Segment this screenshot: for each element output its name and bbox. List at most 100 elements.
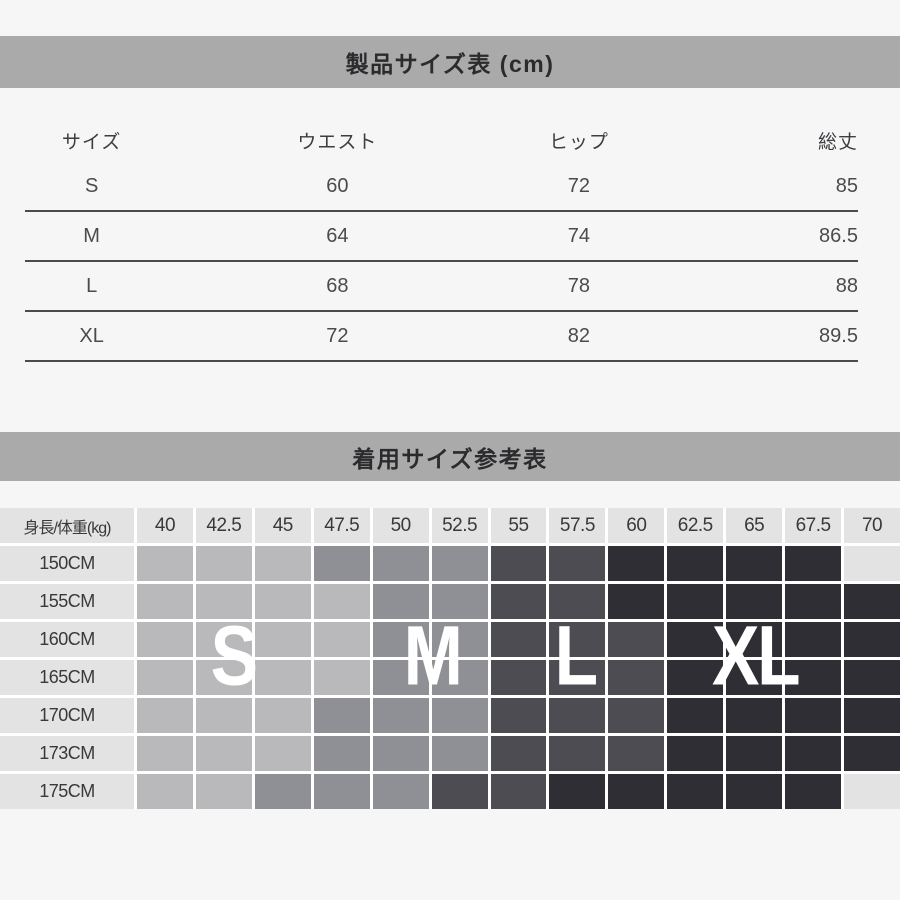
heatmap-cell-size-l xyxy=(549,698,606,733)
heatmap-cell-size-xl xyxy=(785,584,842,619)
heatmap-cell-size-xl xyxy=(844,698,900,733)
heatmap-cell-size-s xyxy=(137,622,193,657)
heatmap-cell-size-s xyxy=(254,622,311,657)
product-size-table: サイズ ウエスト ヒップ 総丈 S 60 72 85 M 64 74 86.5 L 68 78 88 XL 72 8… xyxy=(25,118,858,362)
heatmap-cell-size-l xyxy=(490,622,547,657)
heatmap-cell-size-xl xyxy=(785,774,842,809)
heatmap-cell-size-s xyxy=(195,736,252,771)
size-table-header-cell: ヒップ xyxy=(548,131,609,153)
heatmap-cell-size-s xyxy=(137,546,193,581)
heatmap-weight-header: 40 xyxy=(137,508,193,543)
size-table-header-cell: ウエスト xyxy=(297,131,378,153)
heatmap-cell-size-xl xyxy=(667,546,724,581)
heatmap-cell-size-xl xyxy=(726,546,783,581)
heatmap-weight-header: 70 xyxy=(844,508,900,543)
heatmap-cell-size-m xyxy=(313,774,370,809)
fit-reference-heatmap: 身長/体重(kg) 40 42.5 45 47.5 50 52.5 55 57.5 60 62.5 6… xyxy=(0,508,900,809)
heatmap-cell-size-l xyxy=(549,584,606,619)
heatmap-cell-size-xl xyxy=(726,774,783,809)
size-table-cell: 85 xyxy=(835,174,858,197)
heatmap-cell-size-l xyxy=(549,736,606,771)
heatmap-cell-size-xl xyxy=(844,660,900,695)
size-table-cell: 86.5 xyxy=(819,224,858,247)
heatmap-cell-size-s xyxy=(254,698,311,733)
heatmap-weight-header: 45 xyxy=(254,508,311,543)
heatmap-height-label: 170CM xyxy=(0,698,134,733)
size-table-cell: L xyxy=(86,274,98,297)
heatmap-cell-size-xl xyxy=(785,546,842,581)
heatmap-cell-size-l xyxy=(490,584,547,619)
heatmap-cell-size-l xyxy=(608,622,665,657)
heatmap-cell-size-s xyxy=(137,736,193,771)
size-table-cell: 78 xyxy=(567,274,591,297)
heatmap-weight-header: 62.5 xyxy=(667,508,724,543)
size-table-row: XL 72 82 89.5 xyxy=(25,312,858,362)
heatmap-cell-size-m xyxy=(313,698,370,733)
heatmap-cell-size-s xyxy=(313,660,370,695)
heatmap-weight-header: 50 xyxy=(372,508,429,543)
heatmap-cell-empty xyxy=(844,774,900,809)
size-table-cell: 74 xyxy=(567,224,591,247)
heatmap-cell-size-l xyxy=(490,698,547,733)
heatmap-cell-size-xl xyxy=(667,660,724,695)
heatmap-cell-size-xl xyxy=(667,736,724,771)
heatmap-cell-size-l xyxy=(549,660,606,695)
heatmap-cell-size-m xyxy=(372,698,429,733)
heatmap-height-label: 150CM xyxy=(0,546,134,581)
product-size-table-title: 製品サイズ表 (cm) xyxy=(345,51,555,77)
size-table-cell: 72 xyxy=(567,174,591,197)
heatmap-cell-size-xl xyxy=(608,774,665,809)
heatmap-height-label: 160CM xyxy=(0,622,134,657)
size-table-cell: 68 xyxy=(326,274,349,297)
heatmap-cell-size-m xyxy=(372,660,429,695)
heatmap-cell-size-m xyxy=(254,774,311,809)
heatmap-cell-size-s xyxy=(254,736,311,771)
heatmap-cell-size-l xyxy=(608,698,665,733)
heatmap-cell-size-m xyxy=(372,546,429,581)
heatmap-cell-size-xl xyxy=(785,698,842,733)
size-table-cell: XL xyxy=(79,324,104,347)
heatmap-cell-size-s xyxy=(195,698,252,733)
heatmap-cell-size-xl xyxy=(844,736,900,771)
heatmap-cell-size-l xyxy=(490,660,547,695)
heatmap-cell-size-m xyxy=(431,622,488,657)
size-table-header-row: サイズ ウエスト ヒップ 総丈 xyxy=(25,118,858,162)
heatmap-cell-size-xl xyxy=(667,622,724,657)
heatmap-cell-size-m xyxy=(372,622,429,657)
heatmap-cell-size-xl xyxy=(667,584,724,619)
heatmap-cell-size-s xyxy=(137,698,193,733)
heatmap-cell-size-m xyxy=(313,736,370,771)
heatmap-cell-size-xl xyxy=(726,584,783,619)
heatmap-cell-size-l xyxy=(490,736,547,771)
fit-reference-title-bar: 着用サイズ参考表 xyxy=(0,432,900,481)
heatmap-cell-size-m xyxy=(431,736,488,771)
heatmap-height-label: 155CM xyxy=(0,584,134,619)
heatmap-weight-header: 55 xyxy=(490,508,547,543)
size-table-cell: 72 xyxy=(326,324,349,347)
heatmap-cell-size-xl xyxy=(726,736,783,771)
size-table-row: L 68 78 88 xyxy=(25,262,858,312)
heatmap-height-label: 165CM xyxy=(0,660,134,695)
heatmap-cell-size-xl xyxy=(726,698,783,733)
heatmap-weight-header: 65 xyxy=(726,508,783,543)
heatmap-cell-size-xl xyxy=(608,546,665,581)
heatmap-weight-header: 47.5 xyxy=(313,508,370,543)
heatmap-cell-size-xl xyxy=(844,584,900,619)
heatmap-weight-header: 67.5 xyxy=(785,508,842,543)
heatmap-cell-size-s xyxy=(195,584,252,619)
heatmap-cell-size-xl xyxy=(785,660,842,695)
heatmap-cell-size-xl xyxy=(608,584,665,619)
heatmap-cell-size-s xyxy=(254,546,311,581)
heatmap-weight-header: 60 xyxy=(608,508,665,543)
heatmap-cell-size-l xyxy=(549,546,606,581)
heatmap-cell-size-s xyxy=(195,546,252,581)
heatmap-cell-size-s xyxy=(195,622,252,657)
heatmap-cell-size-m xyxy=(313,546,370,581)
heatmap-cell-size-l xyxy=(490,546,547,581)
heatmap-cell-size-s xyxy=(137,660,193,695)
heatmap-cell-size-xl xyxy=(726,660,783,695)
heatmap-cell-size-m xyxy=(431,546,488,581)
heatmap-cell-size-l xyxy=(490,774,547,809)
heatmap-cell-size-xl xyxy=(726,622,783,657)
heatmap-cell-size-m xyxy=(372,584,429,619)
